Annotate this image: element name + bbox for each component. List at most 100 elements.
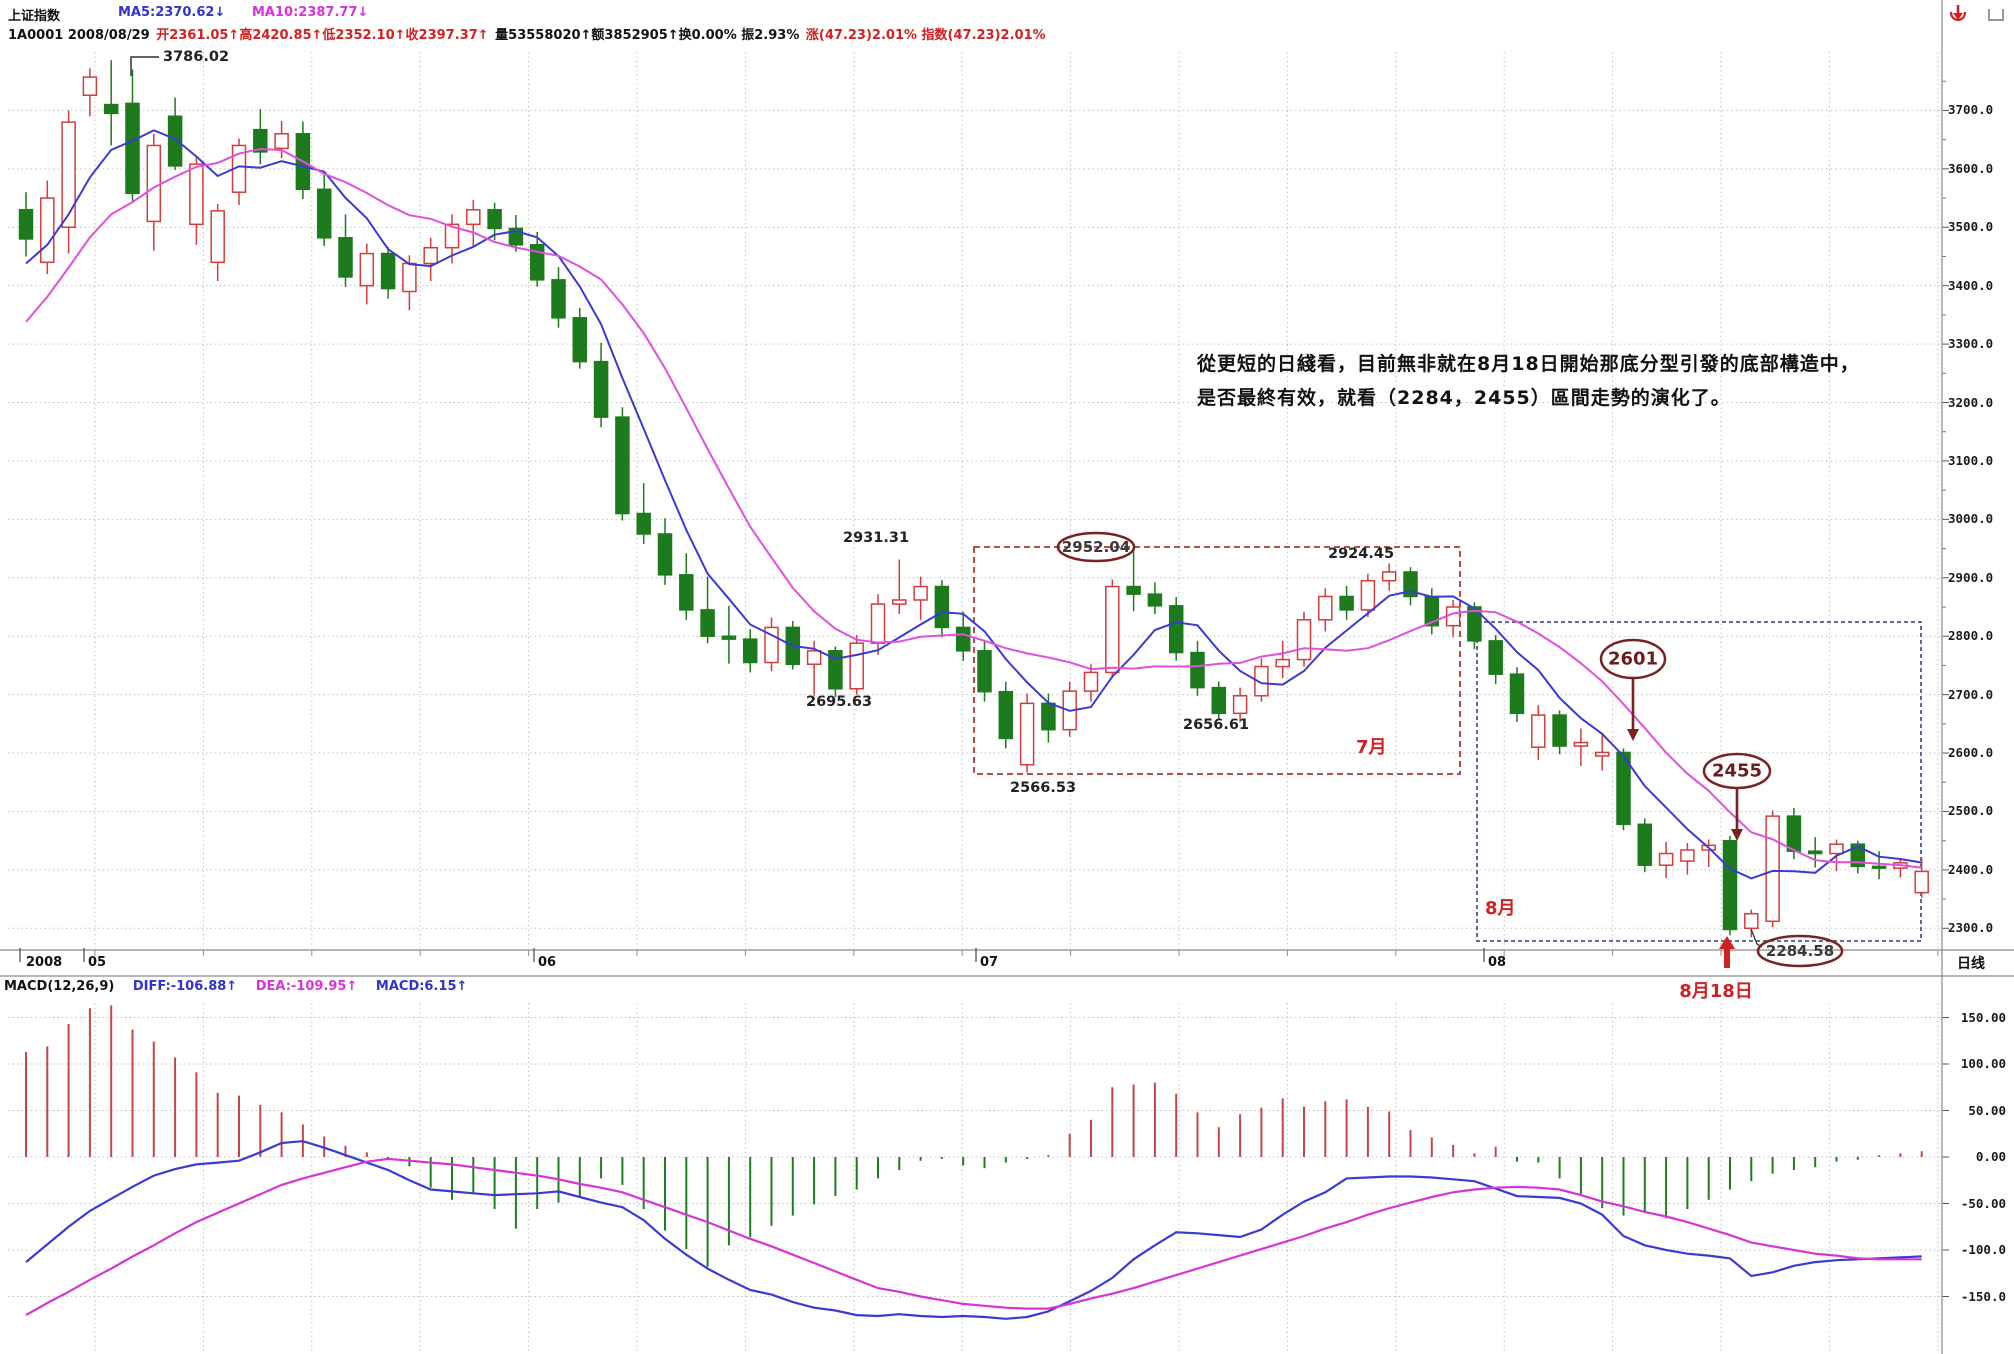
candle[interactable]: [316, 188, 332, 239]
candle[interactable]: [1509, 673, 1525, 715]
candle[interactable]: [1083, 671, 1099, 692]
price-axis-label: 2500.0: [1948, 803, 1994, 819]
candle[interactable]: [1658, 852, 1674, 866]
candle[interactable]: [1211, 686, 1227, 715]
candle[interactable]: [1190, 651, 1205, 689]
candle[interactable]: [1105, 585, 1120, 674]
candle[interactable]: [1594, 751, 1610, 757]
ellipse-price-label: 2284.58: [1765, 942, 1835, 960]
candle[interactable]: [721, 635, 737, 640]
macd-axis-label: -50.00: [1960, 1195, 2006, 1211]
candle[interactable]: [423, 246, 438, 265]
candle[interactable]: [189, 163, 204, 226]
candle[interactable]: [700, 609, 715, 637]
candle[interactable]: [1829, 843, 1844, 855]
candle[interactable]: [1296, 619, 1312, 661]
candle[interactable]: [1467, 606, 1482, 642]
candle[interactable]: [274, 133, 289, 150]
candle[interactable]: [402, 262, 417, 293]
candle[interactable]: [253, 128, 268, 153]
candle[interactable]: [338, 237, 353, 278]
candle[interactable]: [1126, 585, 1141, 595]
candle[interactable]: [529, 244, 545, 281]
august-range-box: [1476, 621, 1922, 942]
candle[interactable]: [849, 642, 864, 690]
candle[interactable]: [870, 603, 886, 644]
candle[interactable]: [657, 533, 673, 576]
candle[interactable]: [1403, 571, 1418, 598]
candle[interactable]: [1616, 751, 1631, 826]
candle[interactable]: [466, 208, 481, 226]
candle[interactable]: [934, 585, 950, 629]
candle[interactable]: [1488, 640, 1503, 675]
candle[interactable]: [1573, 741, 1589, 747]
annotation-ellipse: [1599, 638, 1667, 680]
candle[interactable]: [1041, 702, 1056, 731]
candle[interactable]: [1552, 714, 1567, 747]
ma10-value: MA10:2387.77↓: [252, 5, 369, 20]
candle[interactable]: [913, 585, 928, 601]
candle[interactable]: [444, 223, 460, 249]
annotation-ellipse: [1056, 531, 1136, 563]
candle[interactable]: [380, 252, 396, 290]
candle[interactable]: [1765, 815, 1780, 923]
candle[interactable]: [1254, 665, 1269, 697]
candle[interactable]: [742, 638, 758, 664]
analysis-note-line-2: 是否最終有效，就看（2284，2455）區間走勢的演化了。: [1197, 383, 1731, 410]
candle[interactable]: [1381, 571, 1397, 582]
candle[interactable]: [998, 690, 1014, 740]
price-axis-label: 2900.0: [1948, 569, 1994, 585]
candle[interactable]: [210, 210, 225, 264]
candle[interactable]: [1807, 850, 1823, 855]
candle[interactable]: [1722, 839, 1738, 931]
candle[interactable]: [679, 574, 694, 611]
price-float-label: 2695.63: [806, 694, 873, 710]
candle[interactable]: [615, 416, 630, 515]
candle[interactable]: [1147, 593, 1163, 607]
candle[interactable]: [61, 121, 76, 229]
candle[interactable]: [1275, 658, 1290, 668]
candle[interactable]: [977, 650, 992, 693]
candle[interactable]: [1637, 823, 1653, 866]
candle[interactable]: [1680, 849, 1695, 862]
candle[interactable]: [1360, 579, 1376, 611]
candle[interactable]: [593, 360, 609, 418]
candle[interactable]: [806, 650, 822, 665]
candle[interactable]: [1850, 843, 1866, 868]
price-axis-label: 2400.0: [1948, 861, 1994, 877]
candle[interactable]: [1019, 702, 1035, 766]
candle[interactable]: [828, 650, 843, 690]
change-values: 涨(47.23)2.01% 指数(47.23)2.01%: [805, 28, 1046, 43]
candle[interactable]: [1744, 912, 1759, 930]
candle[interactable]: [1339, 595, 1354, 611]
candle[interactable]: [487, 208, 502, 230]
candle[interactable]: [103, 103, 119, 115]
candle[interactable]: [1318, 595, 1333, 621]
candle[interactable]: [1232, 695, 1248, 715]
candle[interactable]: [18, 208, 34, 240]
anchor-down-icon[interactable]: [1948, 3, 1968, 25]
candle[interactable]: [892, 599, 907, 605]
price-axis-label: 3100.0: [1948, 452, 1994, 468]
candle[interactable]: [359, 252, 375, 287]
candle[interactable]: [572, 317, 588, 363]
price-float-label: 2656.61: [1183, 717, 1250, 733]
candle[interactable]: [125, 102, 140, 195]
date-label: 2008: [26, 955, 63, 970]
candle[interactable]: [82, 76, 98, 96]
candle[interactable]: [1914, 870, 1929, 894]
candle[interactable]: [1786, 815, 1802, 852]
panel-toggle-icon[interactable]: [1988, 9, 2004, 21]
candle[interactable]: [167, 115, 183, 167]
candle[interactable]: [1531, 714, 1546, 748]
candle[interactable]: [1168, 605, 1184, 654]
candle[interactable]: [146, 144, 162, 223]
candle[interactable]: [1871, 865, 1887, 869]
candle[interactable]: [40, 197, 55, 264]
period-label[interactable]: 日线: [1957, 956, 1985, 972]
candle[interactable]: [636, 512, 651, 535]
candle[interactable]: [955, 626, 971, 652]
candle[interactable]: [551, 279, 566, 319]
